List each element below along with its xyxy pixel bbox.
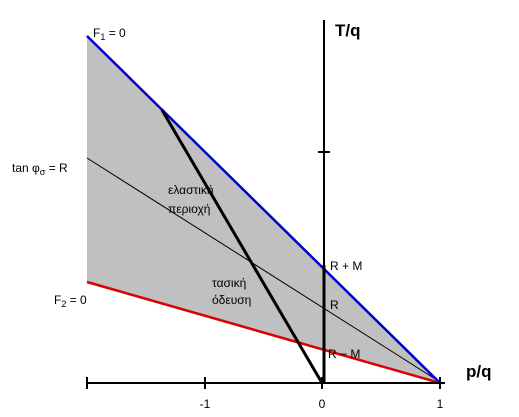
x-tick-label: -1	[200, 397, 211, 411]
point-label: R − M	[328, 347, 360, 361]
friction-label: tan φσ = R	[12, 161, 68, 177]
stress-path	[160, 109, 324, 384]
f2-line	[86, 280, 441, 385]
f2-label: F2 = 0	[54, 293, 87, 309]
ticks	[86, 151, 441, 389]
region-label: ελαστική	[168, 183, 214, 197]
x-axis-label: p/q	[466, 362, 492, 381]
x-tick-label: 0	[319, 397, 326, 411]
f1-label: F1 = 0	[93, 26, 126, 42]
y-axis-label: T/q	[335, 21, 361, 40]
x-tick-label: 1	[437, 397, 444, 411]
friction-line	[86, 157, 441, 383]
region-label: περιοχή	[168, 202, 210, 216]
point-label: R	[330, 298, 339, 312]
point-label: R + M	[330, 259, 362, 273]
f1-line	[86, 35, 441, 384]
path-label: όδευση	[212, 293, 251, 307]
path-label: τασική	[212, 276, 246, 290]
